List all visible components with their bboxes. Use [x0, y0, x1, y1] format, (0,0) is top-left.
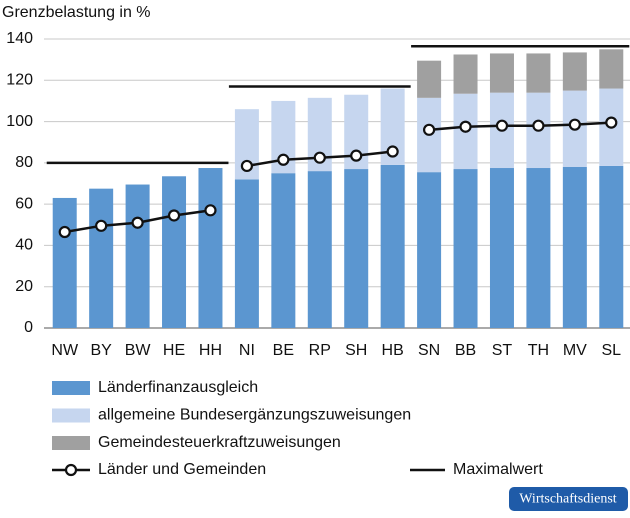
bar-segment	[307, 171, 332, 328]
line-marker	[95, 219, 108, 232]
line-marker	[459, 120, 472, 133]
legend-label: Gemeindesteuerkraftzuweisungen	[98, 434, 341, 451]
line-marker	[58, 225, 71, 239]
y-tick-label: 40	[15, 237, 33, 254]
y-tick-label: 0	[24, 319, 33, 336]
x-tick-label: MV	[563, 342, 587, 359]
x-tick-label: HH	[199, 342, 222, 359]
bar-segment	[526, 168, 551, 328]
y-tick-label: 80	[15, 154, 33, 171]
bar-segment	[344, 169, 369, 328]
bar-segment	[162, 176, 187, 328]
bar-segment	[562, 52, 587, 91]
bar-segment	[380, 164, 405, 328]
y-tick-label: 60	[15, 195, 33, 212]
bar-segment	[125, 184, 150, 328]
legend-label: Länder und Gemeinden	[98, 461, 266, 478]
line-marker	[532, 119, 545, 132]
line-marker	[350, 149, 363, 162]
line-marker	[422, 123, 436, 136]
x-tick-label: BW	[125, 342, 152, 359]
line-marker	[167, 209, 181, 222]
bar-segment	[52, 197, 77, 328]
y-axis-title: Grenzbelastung in %	[2, 4, 151, 21]
bar-segment	[89, 188, 114, 328]
x-tick-label: SN	[418, 342, 440, 359]
y-tick-label: 120	[6, 72, 33, 89]
x-tick-label: HE	[163, 342, 185, 359]
line-marker	[277, 153, 290, 166]
bar-segment	[271, 173, 296, 328]
bar-segment	[453, 54, 478, 94]
bar-segment	[599, 49, 624, 89]
bar-segment	[453, 169, 478, 328]
y-tick-label: 100	[6, 113, 33, 130]
x-tick-label: NI	[239, 342, 255, 359]
bar-segment	[198, 168, 223, 328]
bar-segment	[417, 60, 442, 98]
badge-box	[509, 487, 628, 511]
x-tick-label: SH	[345, 342, 367, 359]
badge-text: Wirtschaftsdienst	[519, 492, 617, 507]
x-tick-label: BB	[455, 342, 476, 359]
legend-swatch	[52, 408, 90, 423]
line-marker	[131, 216, 144, 229]
y-tick-label: 20	[15, 278, 33, 295]
bar-segment	[562, 166, 587, 328]
legend-swatch	[52, 436, 90, 450]
legend-swatch	[52, 381, 90, 395]
x-tick-label: BE	[273, 342, 294, 359]
line-marker	[605, 116, 618, 129]
line-marker	[240, 159, 254, 173]
bar-segment	[489, 168, 514, 328]
line-marker	[495, 119, 509, 132]
bar-segment	[489, 53, 514, 93]
legend-label: Maximalwert	[453, 461, 543, 478]
x-tick-label: ST	[492, 342, 513, 359]
x-tick-label: NW	[51, 342, 79, 359]
line-marker	[386, 145, 399, 158]
line-marker	[313, 151, 326, 164]
bar-segment	[526, 53, 551, 93]
badge: Wirtschaftsdienst	[509, 487, 628, 511]
bar-segment	[234, 179, 259, 328]
legend-swatch	[64, 463, 78, 477]
x-tick-label: RP	[309, 342, 331, 359]
line-marker	[204, 204, 217, 217]
x-tick-label: BY	[90, 342, 112, 359]
bar-segment	[417, 172, 442, 328]
y-tick-label: 140	[6, 30, 33, 47]
line-marker	[568, 118, 581, 131]
bar-segment	[599, 165, 624, 328]
x-tick-label: SL	[601, 342, 621, 359]
x-tick-label: HB	[382, 342, 404, 359]
legend-label: allgemeine Bundesergänzungszuweisungen	[98, 407, 411, 424]
legend-label: Länderfinanzausgleich	[98, 379, 258, 396]
x-tick-label: TH	[528, 342, 549, 359]
